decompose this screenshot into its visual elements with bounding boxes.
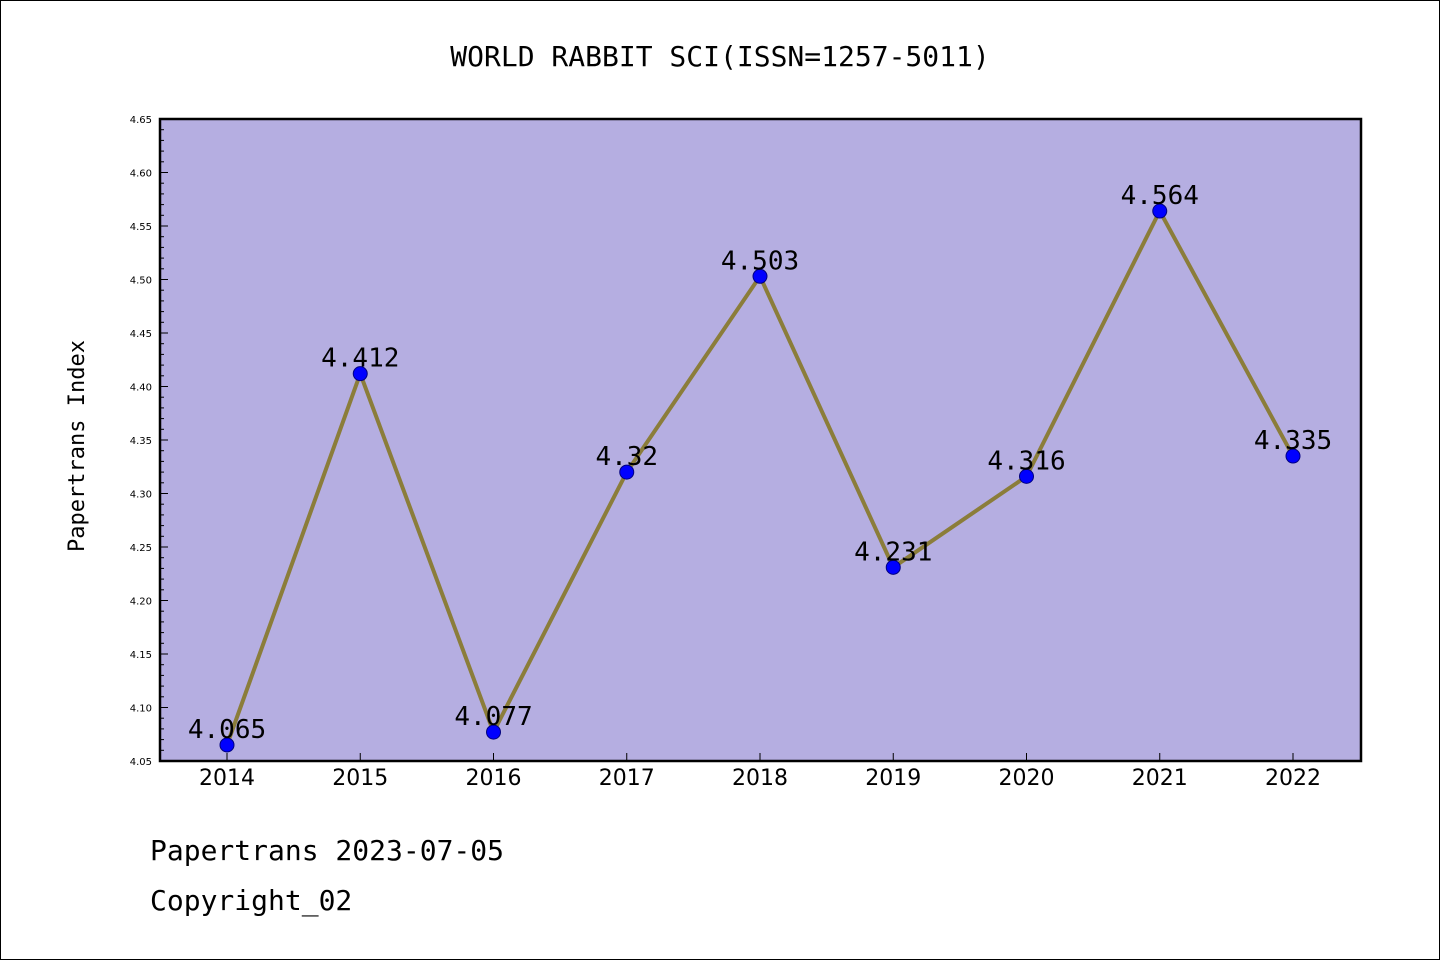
data-point	[352, 366, 368, 382]
x-tick-label: 2021	[1132, 766, 1188, 791]
x-tick-label: 2020	[999, 766, 1055, 791]
data-point	[885, 559, 901, 575]
y-axis-label: Papertrans Index	[65, 340, 90, 552]
y-tick-label: 4.30	[130, 490, 152, 501]
data-label: 4.335	[1254, 426, 1332, 456]
data-label: 4.564	[1121, 181, 1199, 211]
data-point	[1019, 468, 1034, 484]
data-point	[1285, 448, 1301, 464]
y-tick-label: 4.45	[130, 329, 152, 340]
data-label: 4.503	[721, 246, 799, 276]
footer-copyright: Copyright_02	[150, 884, 353, 917]
data-point	[486, 724, 501, 740]
data-label: 4.32	[595, 442, 658, 472]
x-tick-label: 2018	[732, 766, 788, 791]
y-tick-label: 4.15	[130, 650, 152, 661]
y-tick-label: 4.60	[130, 169, 152, 180]
data-label: 4.077	[454, 702, 532, 732]
data-label: 4.412	[321, 344, 399, 374]
plot-area	[158, 117, 1363, 763]
data-point	[619, 464, 635, 480]
x-tick-label: 2022	[1265, 766, 1321, 791]
data-point	[752, 268, 768, 284]
y-tick-label: 4.05	[130, 757, 152, 768]
data-point	[219, 737, 235, 753]
x-tick-label: 2016	[466, 766, 522, 791]
x-tick-label: 2014	[199, 766, 255, 791]
data-points	[219, 203, 1301, 753]
x-tick-label: 2019	[865, 766, 921, 791]
x-axis: 2014 2015 2016 2017 2018 2019 2020 2021 2022	[199, 753, 1321, 791]
y-tick-label: 4.10	[130, 704, 152, 715]
x-tick-label: 2015	[332, 766, 388, 791]
chart-title: WORLD RABBIT SCI(ISSN=1257-5011)	[450, 40, 989, 73]
x-tick-label: 2017	[599, 766, 655, 791]
y-tick-label: 4.35	[130, 436, 152, 447]
y-tick-label: 4.65	[130, 115, 152, 126]
y-axis: 4.05 4.10 4.15 4.20 4.25 4.30 4.35 4.40 4.45 4.50…	[130, 115, 168, 768]
data-label: 4.316	[987, 446, 1065, 476]
y-tick-label: 4.25	[130, 543, 152, 554]
data-point	[1152, 203, 1168, 219]
y-tick-label: 4.20	[130, 597, 152, 608]
data-label: 4.065	[188, 715, 266, 745]
y-tick-label: 4.50	[130, 276, 152, 287]
data-labels: 4.065 4.412 4.077 4.32 4.503 4.231 4.316 4.564 4…	[188, 181, 1332, 745]
y-tick-label: 4.55	[130, 222, 152, 233]
y-tick-label: 4.40	[130, 383, 152, 394]
footer-date: Papertrans 2023-07-05	[150, 834, 505, 867]
data-label: 4.231	[854, 537, 932, 567]
